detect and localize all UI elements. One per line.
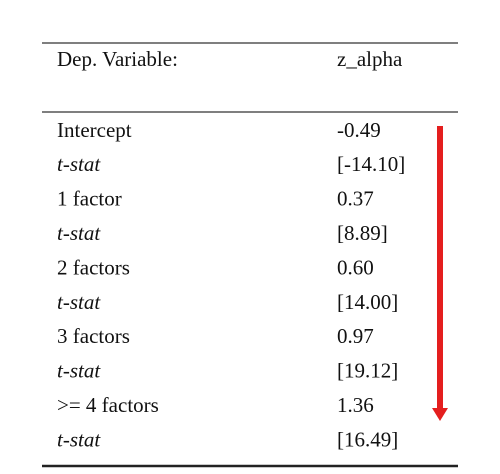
header-label: Dep. Variable: — [57, 47, 178, 71]
row-label: 3 factors — [57, 324, 130, 348]
row-label: t-stat — [57, 427, 101, 451]
arrow-head — [432, 408, 448, 421]
row-value: [8.89] — [337, 221, 388, 245]
table-body: Intercept -0.49 t-stat [-14.10] 1 factor 0.37… — [57, 118, 405, 452]
row-label: t-stat — [57, 359, 101, 383]
row-label: 1 factor — [57, 187, 122, 211]
row-label: 2 factors — [57, 255, 130, 279]
row-label: t-stat — [57, 152, 101, 176]
row-value: 0.97 — [337, 324, 374, 348]
row-label: Intercept — [57, 118, 132, 142]
row-value: 0.60 — [337, 255, 374, 279]
header-value: z_alpha — [337, 47, 403, 71]
row-value: 0.37 — [337, 187, 374, 211]
row-value: -0.49 — [337, 118, 381, 142]
row-value: [-14.10] — [337, 152, 405, 176]
row-value: 1.36 — [337, 393, 374, 417]
row-label: t-stat — [57, 221, 101, 245]
row-value: [14.00] — [337, 290, 398, 314]
row-label: >= 4 factors — [57, 393, 159, 417]
row-label: t-stat — [57, 290, 101, 314]
row-value: [16.49] — [337, 427, 398, 451]
row-value: [19.12] — [337, 359, 398, 383]
